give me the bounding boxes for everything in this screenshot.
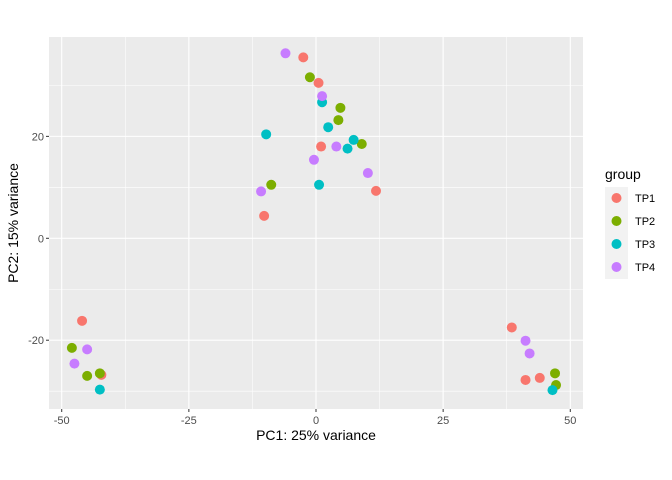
point-tp3 [323, 122, 334, 133]
point-tp1 [313, 77, 324, 88]
legend-key-background [605, 187, 628, 279]
point-tp4 [317, 91, 328, 102]
point-tp4 [69, 358, 80, 369]
point-tp3 [547, 385, 558, 396]
y-tick-label: 0 [38, 233, 44, 245]
legend-key-tp4 [611, 262, 622, 272]
x-tick-label: -50 [54, 415, 70, 427]
point-tp2 [335, 102, 346, 113]
point-tp4 [520, 335, 531, 346]
point-tp2 [82, 370, 93, 381]
point-tp1 [259, 210, 270, 221]
point-tp1 [316, 141, 327, 152]
point-tp4 [256, 186, 267, 197]
point-tp3 [342, 143, 353, 154]
legend-title: group [605, 166, 641, 182]
point-tp1 [298, 52, 309, 63]
x-tick-label: 50 [564, 415, 576, 427]
point-tp3 [94, 384, 105, 395]
point-tp2 [304, 72, 315, 83]
point-tp4 [82, 344, 93, 355]
point-tp4 [308, 154, 319, 165]
point-tp4 [362, 168, 373, 179]
point-tp2 [333, 115, 344, 126]
y-tick-label: 20 [32, 131, 44, 143]
point-tp1 [371, 185, 382, 196]
legend-label-tp4: TP4 [635, 262, 655, 274]
x-tick-label: 25 [437, 415, 449, 427]
x-axis-ticks: -50 -25 0 25 50 [54, 409, 576, 427]
point-tp1 [534, 372, 545, 383]
legend-key-tp3 [611, 239, 622, 249]
point-tp1 [506, 322, 517, 333]
x-tick-label: -25 [181, 415, 197, 427]
legend-key-tp1 [611, 193, 622, 203]
legend-key-tp2 [611, 216, 622, 226]
data-points [66, 48, 562, 396]
point-tp2 [94, 368, 105, 379]
legend-label-tp2: TP2 [635, 216, 655, 228]
point-tp2 [550, 368, 561, 379]
point-tp1 [520, 374, 531, 385]
x-axis-title: PC1: 25% variance [256, 427, 376, 443]
point-tp3 [348, 134, 359, 145]
y-axis-ticks: -20 0 20 [28, 131, 49, 347]
point-tp1 [77, 315, 88, 326]
point-tp4 [331, 141, 342, 152]
major-gridlines [49, 37, 583, 409]
point-tp3 [314, 179, 325, 190]
point-tp2 [66, 342, 77, 353]
legend: group TP1 TP2 TP3 TP4 [605, 166, 655, 279]
point-tp2 [266, 179, 277, 190]
x-tick-label: 0 [313, 415, 319, 427]
y-tick-label: -20 [28, 335, 44, 347]
point-tp3 [261, 129, 272, 140]
legend-label-tp3: TP3 [635, 239, 655, 251]
y-axis-title: PC2: 15% variance [5, 163, 21, 283]
legend-label-tp1: TP1 [635, 193, 655, 205]
point-tp2 [356, 139, 367, 150]
point-tp4 [524, 348, 535, 359]
point-tp4 [280, 48, 291, 59]
